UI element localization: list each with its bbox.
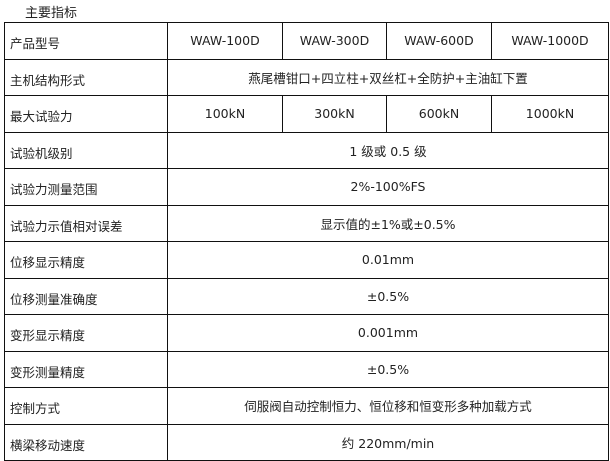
row-label: 位移测量准确度 [4,277,168,315]
model-cell: WAW-300D [282,22,387,60]
force-cell: 1000kN [491,95,609,133]
row-value: 0.001mm [167,314,609,352]
row-label: 试验机级别 [4,131,168,169]
row-label: 控制方式 [4,387,168,425]
table-row: 横梁移动速度约 220mm/min [4,423,609,461]
row-label: 横梁移动速度 [4,423,168,461]
force-cell: 100kN [167,95,283,133]
row-label: 位移显示精度 [4,241,168,279]
row-label: 试验力测量范围 [4,168,168,206]
row-value: 显示值的±1%或±0.5% [167,204,609,242]
table-row: 变形显示精度 0.001mm [4,314,609,352]
force-cell: 600kN [386,95,492,133]
row-value: 0.01mm [167,241,609,279]
row-value: 伺服阀自动控制恒力、恒位移和恒变形多种加载方式 [167,387,609,425]
table-row: 产品型号 WAW-100D WAW-300D WAW-600D WAW-1000… [4,22,609,60]
row-label: 试验力示值相对误差 [4,204,168,242]
table-row: 试验力测量范围 2%-100%FS [4,168,609,206]
table-row: 控制方式 伺服阀自动控制恒力、恒位移和恒变形多种加载方式 [4,387,609,425]
table-row: 最大试验力 100kN 300kN 600kN 1000kN [4,95,609,133]
table-row: 位移测量准确度 ±0.5% [4,277,609,315]
force-cell: 300kN [282,95,387,133]
model-cell: WAW-1000D [491,22,609,60]
row-value: ±0.5% [167,350,609,388]
row-value: ±0.5% [167,277,609,315]
row-value: 2%-100%FS [167,168,609,206]
row-label: 变形显示精度 [4,314,168,352]
row-value: 燕尾槽钳口+四立柱+双丝杠+全防护+主油缸下置 [167,58,609,96]
model-cell: WAW-600D [386,22,492,60]
row-label: 变形测量精度 [4,350,168,388]
table-row: 试验机级别 1 级或 0.5 级 [4,131,609,169]
model-cell: WAW-100D [167,22,283,60]
spec-table: 产品型号 WAW-100D WAW-300D WAW-600D WAW-1000… [4,22,609,461]
row-value: 约 220mm/min [167,423,609,461]
row-label: 主机结构形式 [4,58,168,96]
table-row: 主机结构形式 燕尾槽钳口+四立柱+双丝杠+全防护+主油缸下置 [4,58,609,96]
row-value: 1 级或 0.5 级 [167,131,609,169]
table-row: 变形测量精度 ±0.5% [4,350,609,388]
section-title: 主要指标 [25,6,78,21]
table-row: 试验力示值相对误差 显示值的±1%或±0.5% [4,204,609,242]
table-row: 位移显示精度 0.01mm [4,241,609,279]
row-label: 最大试验力 [4,95,168,133]
row-label: 产品型号 [4,22,168,60]
